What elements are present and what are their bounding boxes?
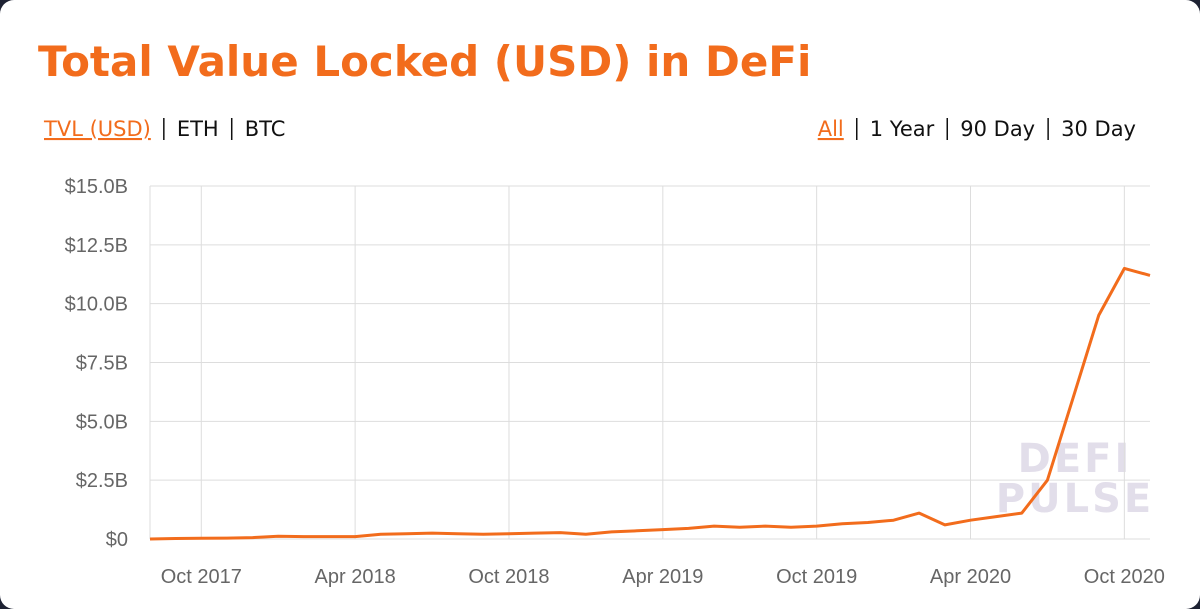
x-tick-label: Apr 2020 xyxy=(930,566,1011,588)
x-tick-label: Apr 2019 xyxy=(622,566,703,588)
x-tick-label: Oct 2017 xyxy=(161,566,242,588)
y-tick-label: $0 xyxy=(106,529,128,551)
tab[interactable]: ETH xyxy=(177,117,219,141)
page-title: Total Value Locked (USD) in DeFi xyxy=(38,37,811,86)
tab[interactable]: 1 Year xyxy=(870,117,935,141)
y-tick-label: $5.0B xyxy=(76,411,128,433)
watermark: DEFI xyxy=(1018,436,1133,482)
tvl-line xyxy=(149,266,1151,541)
x-tick-label: Oct 2018 xyxy=(468,566,549,588)
x-tick-label: Oct 2020 xyxy=(1084,566,1165,588)
y-tick-label: $10.0B xyxy=(65,294,128,316)
tab[interactable]: All xyxy=(818,117,844,141)
y-tick-label: $12.5B xyxy=(65,235,128,257)
y-tick-label: $15.0B xyxy=(65,176,128,198)
x-tick-label: Apr 2018 xyxy=(315,566,396,588)
y-tick-label: $7.5B xyxy=(76,353,128,375)
tab[interactable]: 30 Day xyxy=(1061,117,1136,141)
tab[interactable]: BTC xyxy=(245,117,286,141)
watermark: PULSE xyxy=(996,476,1154,522)
tab[interactable]: 90 Day xyxy=(960,117,1035,141)
y-tick-label: $2.5B xyxy=(76,470,128,492)
tab[interactable]: TVL (USD) xyxy=(43,117,151,141)
x-tick-label: Oct 2019 xyxy=(776,566,857,588)
